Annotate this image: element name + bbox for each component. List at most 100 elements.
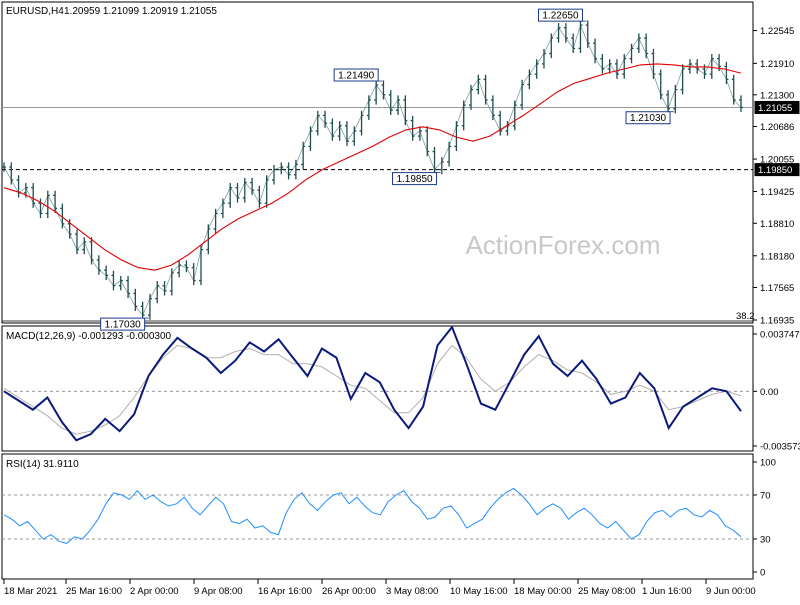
price-bar — [111, 270, 116, 291]
price-bar — [155, 281, 160, 304]
price-bar — [556, 23, 561, 43]
x-tick-label: 1 Jun 16:00 — [642, 586, 692, 597]
price-title: EURUSD,H4 — [6, 6, 64, 17]
price-bar — [359, 110, 364, 136]
price-bar — [16, 175, 21, 198]
swing-label: 1.21030 — [630, 113, 667, 124]
price-bar — [9, 162, 14, 185]
macd-title: MACD(12,26,9) -0.001293 -0.000300 — [6, 331, 172, 342]
swing-box — [625, 111, 671, 125]
x-tick-label: 18 May 00:00 — [514, 586, 572, 597]
swing-box — [392, 172, 438, 186]
price-bar — [271, 164, 276, 185]
price-bar — [96, 255, 101, 275]
price-bar — [614, 59, 619, 79]
price-bar — [636, 33, 641, 54]
price-bar — [469, 85, 474, 110]
rsi-title: RSI(14) 31.9110 — [6, 459, 79, 470]
swing-box — [537, 8, 583, 22]
swing-annotation: 1.21490 — [333, 68, 383, 82]
price-tick-label: 1.18180 — [760, 251, 794, 262]
price-bar — [600, 54, 605, 74]
x-tick-label: 10 May 16:00 — [450, 586, 508, 597]
price-bar — [593, 38, 598, 64]
rsi-tick-label: 0 — [760, 568, 765, 579]
swing-annotation: 1.17030 — [100, 317, 149, 331]
x-tick-label: 25 May 08:00 — [578, 586, 636, 597]
price-bar — [739, 95, 743, 113]
rsi-panel-frame — [1, 453, 754, 580]
swing-annotation: 1.21030 — [625, 111, 675, 125]
price-bar — [724, 61, 729, 84]
price-bar — [549, 33, 554, 59]
swing-label: 1.19850 — [396, 174, 433, 185]
swing-box — [333, 68, 379, 82]
price-ohlc-header: 1.20959 1.21099 1.20919 1.21055 — [64, 6, 217, 17]
price-tag: 1.19850 — [754, 163, 800, 177]
watermark: ActionForex.com — [465, 230, 660, 260]
price-tag-box — [754, 100, 800, 114]
price-bar — [622, 54, 627, 79]
price-bar — [337, 121, 342, 141]
price-bar — [498, 110, 503, 136]
price-bar — [177, 260, 182, 278]
macd-signal-line — [3, 344, 742, 435]
price-bar — [541, 48, 546, 69]
price-bar — [228, 183, 233, 208]
price-bar — [388, 90, 393, 115]
price-tick-label: 1.21910 — [760, 59, 794, 70]
axis-layer: 1.22545 1.21910 1.21300 1.20686 1.20055 1.194… — [3, 26, 800, 597]
swing-label: 1.22650 — [542, 11, 579, 22]
rsi-tick-label: 30 — [760, 535, 771, 546]
price-tick-label: 1.20686 — [760, 122, 794, 133]
price-bar — [330, 118, 335, 141]
price-bar — [381, 80, 386, 100]
macd-tick-label: 0.00 — [760, 387, 779, 398]
x-tick-label: 9 Jun 00:00 — [706, 586, 756, 597]
price-bar — [257, 185, 262, 208]
x-tick-label: 18 Mar 2021 — [4, 586, 57, 597]
rsi-tick-label: 70 — [760, 491, 771, 502]
rsi-layer — [2, 487, 753, 544]
x-tick-label: 25 Mar 16:00 — [66, 586, 122, 597]
price-tick-label: 1.20055 — [760, 155, 794, 166]
macd-tick-label: 0.003747 — [760, 330, 800, 341]
price-panel-frame — [1, 1, 754, 324]
price-bar — [417, 126, 422, 141]
swing-annotation: 1.19850 — [392, 172, 441, 186]
price-bar — [709, 54, 714, 79]
price-bar — [344, 121, 349, 146]
price-bar — [505, 121, 510, 136]
price-bar — [235, 183, 240, 203]
price-bar — [213, 208, 218, 234]
price-tick-label: 1.19425 — [760, 187, 794, 198]
swing-box — [100, 317, 146, 331]
price-tag-box — [754, 163, 800, 177]
price-tag: 1.21055 — [754, 100, 800, 114]
macd-tick-label: -0.003573 — [760, 442, 800, 453]
price-tick-label: 1.21300 — [760, 90, 794, 101]
price-bar — [140, 301, 145, 320]
swing-label: 1.17030 — [105, 320, 142, 331]
price-tick-label: 1.16935 — [760, 316, 794, 327]
price-bar — [308, 126, 313, 152]
price-bar — [242, 177, 247, 203]
price-bar — [315, 110, 320, 136]
price-bar — [352, 126, 357, 146]
price-bar — [286, 162, 291, 180]
x-tick-label: 26 Apr 00:00 — [322, 586, 376, 597]
price-bar — [220, 198, 225, 219]
price-bar — [126, 275, 131, 299]
macd-panel-frame — [1, 325, 754, 452]
x-tick-label: 3 May 08:00 — [386, 586, 438, 597]
price-bar — [374, 80, 379, 105]
price-bar — [31, 183, 36, 208]
macd-line — [3, 325, 742, 442]
macd-layer — [2, 325, 753, 442]
rsi-line — [3, 487, 742, 544]
price-tag-label: 1.19850 — [758, 165, 792, 176]
swing-label: 1.21490 — [338, 71, 375, 82]
price-tick-label: 1.22545 — [760, 26, 794, 37]
